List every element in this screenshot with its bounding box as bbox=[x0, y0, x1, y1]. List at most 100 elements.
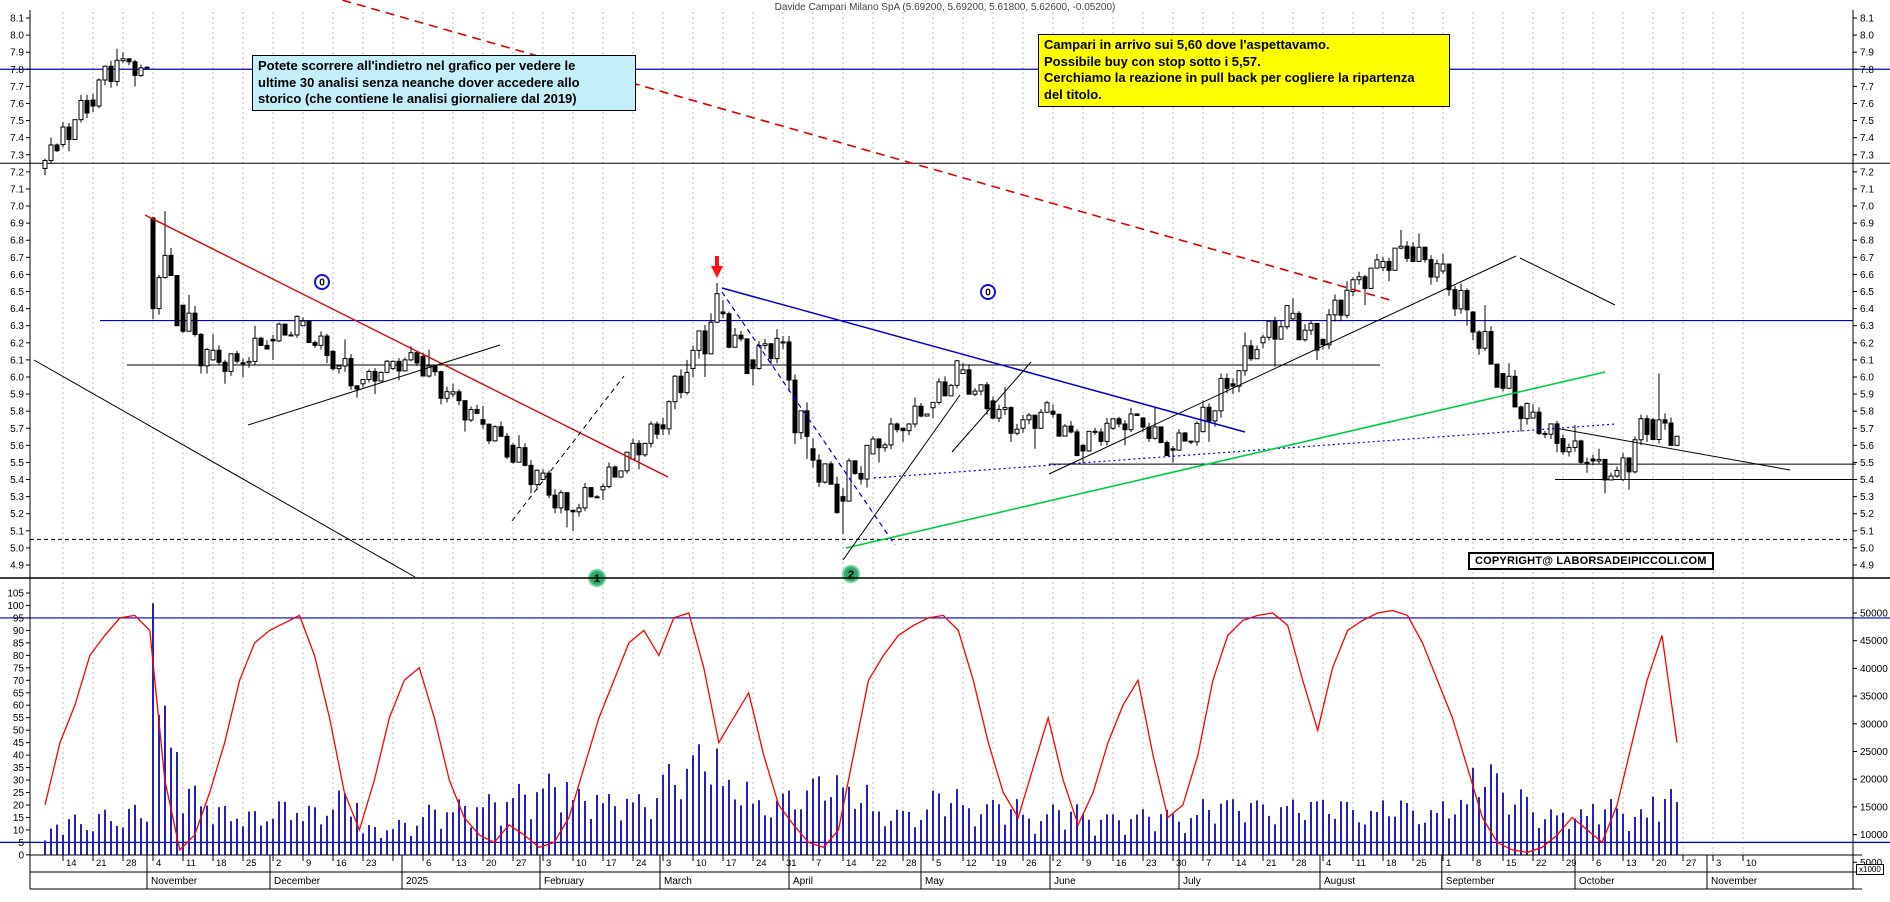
svg-text:30: 30 bbox=[1176, 858, 1187, 869]
svg-text:7: 7 bbox=[816, 858, 821, 869]
svg-text:50: 50 bbox=[13, 726, 25, 737]
svg-text:17: 17 bbox=[726, 858, 737, 869]
svg-text:28: 28 bbox=[1296, 858, 1307, 869]
svg-text:8: 8 bbox=[1476, 858, 1481, 869]
svg-text:0: 0 bbox=[18, 850, 24, 861]
svg-text:0: 0 bbox=[985, 288, 991, 299]
svg-text:28: 28 bbox=[126, 858, 137, 869]
svg-text:7.0: 7.0 bbox=[10, 202, 24, 213]
svg-text:6.2: 6.2 bbox=[1860, 338, 1874, 349]
svg-text:21: 21 bbox=[96, 858, 107, 869]
svg-text:13: 13 bbox=[1626, 858, 1637, 869]
svg-text:7.3: 7.3 bbox=[10, 150, 24, 161]
svg-text:17: 17 bbox=[606, 858, 617, 869]
svg-text:75: 75 bbox=[13, 663, 25, 674]
svg-text:27: 27 bbox=[1686, 858, 1697, 869]
svg-text:15000: 15000 bbox=[1860, 802, 1888, 813]
volume-unit-label: x1000 bbox=[1856, 864, 1884, 875]
axes-layer: 4.9 4.9 5.0 5.0 5.1 5.1 5.2 5.2 5.3 5.3 5.4 5.4 5.5 5… bbox=[0, 10, 1890, 890]
svg-text:6.7: 6.7 bbox=[10, 253, 24, 264]
svg-text:95: 95 bbox=[13, 613, 25, 624]
oscillator-layer bbox=[44, 609, 1678, 854]
svg-text:50000: 50000 bbox=[1860, 609, 1888, 620]
svg-text:5: 5 bbox=[18, 838, 24, 849]
svg-text:5.7: 5.7 bbox=[1860, 424, 1874, 435]
svg-text:5.3: 5.3 bbox=[10, 492, 24, 503]
svg-text:5.5: 5.5 bbox=[1860, 458, 1874, 469]
svg-text:14: 14 bbox=[66, 858, 77, 869]
levels-layer bbox=[0, 68, 1890, 844]
svg-text:12: 12 bbox=[966, 858, 977, 869]
svg-text:25: 25 bbox=[1416, 858, 1427, 869]
wave-zero-marker: 0 bbox=[314, 274, 330, 290]
svg-text:29: 29 bbox=[1566, 858, 1577, 869]
svg-text:21: 21 bbox=[1266, 858, 1277, 869]
svg-text:5.6: 5.6 bbox=[1860, 441, 1874, 452]
svg-text:5.8: 5.8 bbox=[1860, 407, 1874, 418]
wave-count-marker: 2 bbox=[842, 565, 860, 583]
svg-text:9: 9 bbox=[1086, 858, 1091, 869]
svg-text:8.0: 8.0 bbox=[1860, 31, 1874, 42]
svg-text:5.3: 5.3 bbox=[1860, 492, 1874, 503]
svg-text:6.2: 6.2 bbox=[10, 338, 24, 349]
svg-text:20: 20 bbox=[486, 858, 497, 869]
svg-text:8.1: 8.1 bbox=[10, 14, 24, 25]
svg-text:6.8: 6.8 bbox=[10, 236, 24, 247]
svg-text:May: May bbox=[925, 876, 944, 887]
svg-text:6.0: 6.0 bbox=[10, 372, 24, 383]
svg-text:22: 22 bbox=[1536, 858, 1547, 869]
svg-text:24: 24 bbox=[756, 858, 767, 869]
trendlines-layer bbox=[33, 0, 1791, 578]
svg-text:5.5: 5.5 bbox=[10, 458, 24, 469]
svg-text:2025: 2025 bbox=[406, 876, 429, 887]
svg-text:5.4: 5.4 bbox=[1860, 475, 1874, 486]
svg-text:14: 14 bbox=[846, 858, 857, 869]
svg-text:19: 19 bbox=[996, 858, 1007, 869]
svg-text:5.0: 5.0 bbox=[10, 543, 24, 554]
svg-text:35000: 35000 bbox=[1860, 692, 1888, 703]
svg-text:85: 85 bbox=[13, 638, 25, 649]
svg-text:7.6: 7.6 bbox=[10, 99, 24, 110]
svg-text:March: March bbox=[664, 876, 692, 887]
svg-text:6.8: 6.8 bbox=[1860, 236, 1874, 247]
svg-text:2: 2 bbox=[276, 858, 281, 869]
wave-zero-marker: 0 bbox=[980, 284, 996, 300]
volume-layer bbox=[44, 603, 1678, 855]
svg-text:6.6: 6.6 bbox=[1860, 270, 1874, 281]
svg-text:5.8: 5.8 bbox=[10, 407, 24, 418]
svg-text:3: 3 bbox=[1716, 858, 1721, 869]
svg-text:5.9: 5.9 bbox=[10, 390, 24, 401]
svg-text:23: 23 bbox=[366, 858, 377, 869]
svg-text:100: 100 bbox=[7, 601, 24, 612]
svg-text:10: 10 bbox=[696, 858, 707, 869]
svg-text:4: 4 bbox=[1326, 858, 1331, 869]
svg-text:11: 11 bbox=[1356, 858, 1366, 869]
copyright-badge: COPYRIGHT@ LABORSADEIPICCOLI.COM bbox=[1468, 552, 1714, 570]
svg-text:7.8: 7.8 bbox=[1860, 65, 1874, 76]
svg-text:5: 5 bbox=[936, 858, 941, 869]
svg-text:25000: 25000 bbox=[1860, 747, 1888, 758]
svg-text:7.9: 7.9 bbox=[10, 48, 24, 59]
svg-text:7.4: 7.4 bbox=[1860, 133, 1874, 144]
svg-text:6.9: 6.9 bbox=[1860, 219, 1874, 230]
svg-text:7.8: 7.8 bbox=[10, 65, 24, 76]
chart-title: Davide Campari Milano SpA (5.69200, 5.69… bbox=[774, 2, 1116, 13]
svg-text:45000: 45000 bbox=[1860, 636, 1888, 647]
svg-text:December: December bbox=[274, 876, 321, 887]
svg-text:5.2: 5.2 bbox=[10, 509, 24, 520]
svg-text:6.4: 6.4 bbox=[1860, 304, 1874, 315]
svg-text:7.1: 7.1 bbox=[10, 184, 24, 195]
svg-text:7.5: 7.5 bbox=[1860, 116, 1874, 127]
svg-text:7.2: 7.2 bbox=[10, 167, 24, 178]
svg-text:6.0: 6.0 bbox=[1860, 372, 1874, 383]
svg-text:0: 0 bbox=[319, 278, 325, 289]
svg-text:24: 24 bbox=[636, 858, 647, 869]
svg-text:3: 3 bbox=[666, 858, 671, 869]
svg-text:7.6: 7.6 bbox=[1860, 99, 1874, 110]
svg-text:16: 16 bbox=[336, 858, 347, 869]
svg-text:18: 18 bbox=[1386, 858, 1397, 869]
svg-text:8.1: 8.1 bbox=[1860, 14, 1874, 25]
candles-layer bbox=[42, 48, 1680, 535]
svg-text:55: 55 bbox=[13, 713, 25, 724]
